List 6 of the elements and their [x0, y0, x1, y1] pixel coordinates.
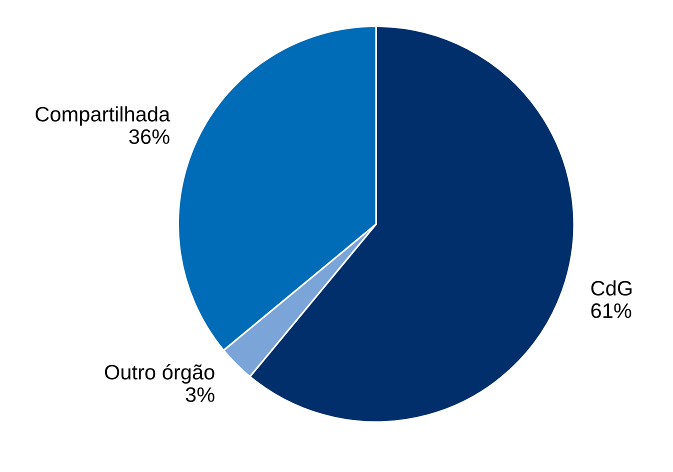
- data-label: 36%: [129, 129, 170, 144]
- slice-label: Compartilhada: [36, 106, 170, 126]
- slice-label: CdG: [591, 280, 632, 296]
- slice-label: Outro órgão: [104, 364, 214, 384]
- data-label: 3%: [186, 387, 214, 402]
- data-label: 61%: [591, 303, 632, 318]
